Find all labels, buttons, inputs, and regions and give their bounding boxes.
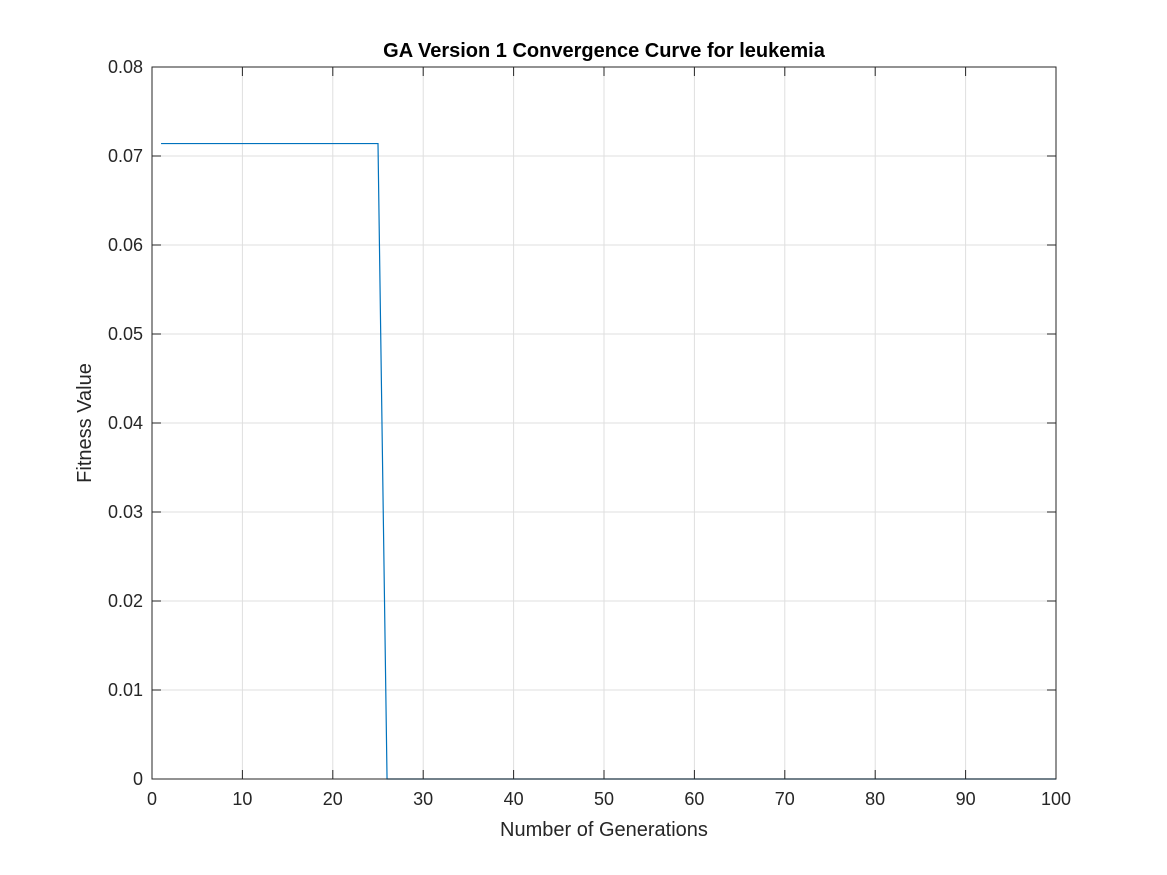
- x-tick-label: 90: [956, 789, 976, 809]
- y-tick-label: 0: [133, 769, 143, 789]
- y-tick-label: 0.06: [108, 235, 143, 255]
- x-ticks: 0 10 20 30 40 50 60 70 80 90 100: [147, 67, 1071, 809]
- x-tick-label: 20: [323, 789, 343, 809]
- x-tick-label: 0: [147, 789, 157, 809]
- x-tick-label: 60: [684, 789, 704, 809]
- y-tick-label: 0.01: [108, 680, 143, 700]
- x-tick-label: 100: [1041, 789, 1071, 809]
- y-tick-label: 0.08: [108, 57, 143, 77]
- x-tick-label: 40: [504, 789, 524, 809]
- x-tick-label: 10: [232, 789, 252, 809]
- y-tick-label: 0.07: [108, 146, 143, 166]
- y-tick-label: 0.04: [108, 413, 143, 433]
- x-tick-label: 30: [413, 789, 433, 809]
- x-axis-label: Number of Generations: [500, 819, 708, 841]
- y-tick-label: 0.02: [108, 591, 143, 611]
- y-tick-label: 0.05: [108, 324, 143, 344]
- x-tick-label: 80: [865, 789, 885, 809]
- x-tick-label: 70: [775, 789, 795, 809]
- plot-area: 0 10 20 30 40 50 60 70 80 90 100 0 0.01 0.02 0.03 0.04…: [108, 57, 1071, 809]
- chart-title: GA Version 1 Convergence Curve for leuke…: [383, 40, 826, 62]
- y-tick-label: 0.03: [108, 502, 143, 522]
- y-axis-label: Fitness Value: [74, 363, 96, 483]
- x-tick-label: 50: [594, 789, 614, 809]
- y-ticks: 0 0.01 0.02 0.03 0.04 0.05 0.06 0.07 0.08: [108, 57, 1056, 789]
